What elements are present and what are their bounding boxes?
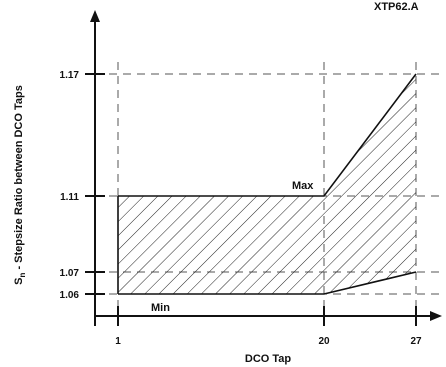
x-axis-arrow	[430, 311, 442, 321]
y-axis-arrow	[90, 10, 100, 22]
max-label: Max	[292, 180, 314, 192]
y-axis-title-rest: - Stepsize Ratio between DCO Taps	[13, 85, 25, 272]
series-line-max	[118, 73, 417, 197]
x-axis-title: DCO Tap	[245, 353, 292, 365]
y-tick-label: 1.06	[60, 290, 80, 301]
series-line-min	[118, 271, 417, 295]
corner-label: XTP62.A	[374, 1, 419, 13]
y-tick-label: 1.07	[60, 268, 80, 279]
y-axis-title-subscript: n	[18, 273, 27, 278]
ticks	[85, 73, 417, 326]
y-tick-label: 1.17	[60, 70, 80, 81]
hatched-area	[118, 74, 416, 294]
x-tick-label: 1	[115, 336, 121, 347]
y-axis-title: Sn - Stepsize Ratio between DCO Taps	[13, 85, 27, 285]
axes	[90, 10, 442, 326]
min-label: Min	[151, 302, 170, 314]
series-lines	[117, 73, 417, 295]
tick-labels: 1.06 1.07 1.11 1.17 1 20 27	[60, 70, 422, 347]
hatch-region	[118, 74, 416, 294]
x-tick-label: 20	[318, 336, 330, 347]
y-axis-title-prefix: S	[13, 278, 25, 285]
x-tick-label: 27	[410, 336, 422, 347]
y-tick-label: 1.11	[60, 192, 79, 203]
